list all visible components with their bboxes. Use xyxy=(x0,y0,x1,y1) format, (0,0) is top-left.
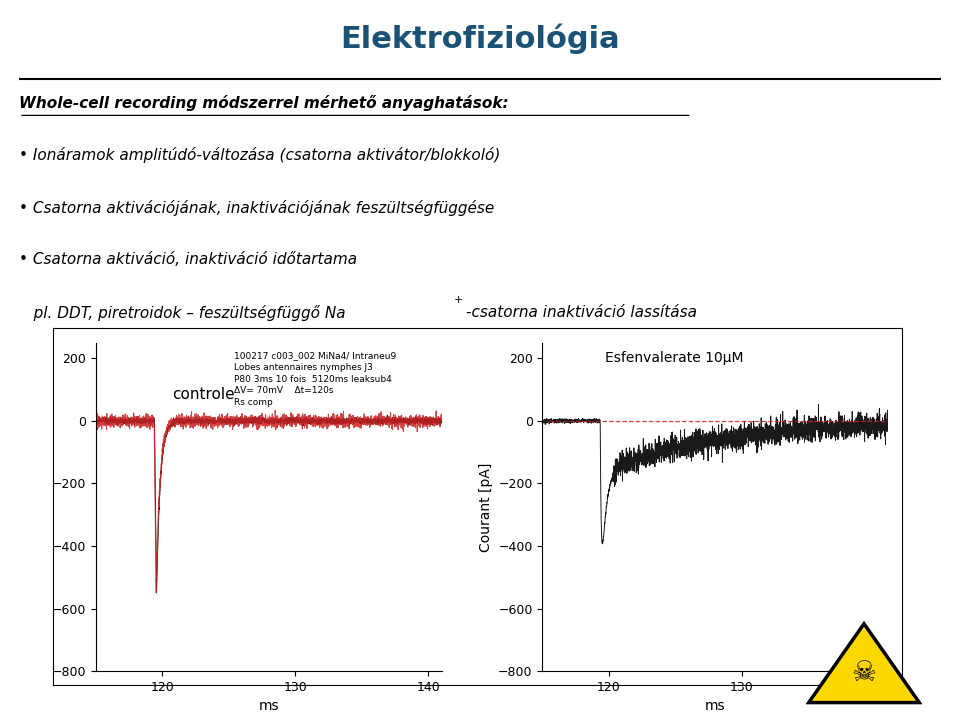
X-axis label: ms: ms xyxy=(705,700,726,713)
Text: +: + xyxy=(454,295,463,305)
Text: 100217 c003_002 MiNa4/ Intraneu9
Lobes antennaires nymphes J3
P80 3ms 10 fois  5: 100217 c003_002 MiNa4/ Intraneu9 Lobes a… xyxy=(234,351,396,407)
Text: • Csatorna aktivációjának, inaktivációjának feszültségfüggése: • Csatorna aktivációjának, inaktivációjá… xyxy=(19,200,494,216)
Text: Whole-cell recording módszerrel mérhető anyaghatások:: Whole-cell recording módszerrel mérhető … xyxy=(19,95,509,111)
Text: ☠: ☠ xyxy=(852,658,876,687)
Text: Esfenvalerate 10µM: Esfenvalerate 10µM xyxy=(605,351,743,365)
Text: controle: controle xyxy=(172,386,234,401)
Text: -csatorna inaktiváció lassítása: -csatorna inaktiváció lassítása xyxy=(466,305,697,320)
X-axis label: ms: ms xyxy=(258,700,279,713)
Text: Elektrofiziológia: Elektrofiziológia xyxy=(340,23,620,54)
Text: • Ionáramok amplitúdó-változása (csatorna aktivátor/blokkoló): • Ionáramok amplitúdó-változása (csatorn… xyxy=(19,147,500,164)
Text: pl. DDT, piretroidok – feszültségfüggő Na: pl. DDT, piretroidok – feszültségfüggő N… xyxy=(19,305,346,321)
Y-axis label: Courant [pA]: Courant [pA] xyxy=(479,462,492,552)
Text: • Csatorna aktiváció, inaktiváció időtartama: • Csatorna aktiváció, inaktiváció időtar… xyxy=(19,253,357,268)
Polygon shape xyxy=(808,624,920,703)
